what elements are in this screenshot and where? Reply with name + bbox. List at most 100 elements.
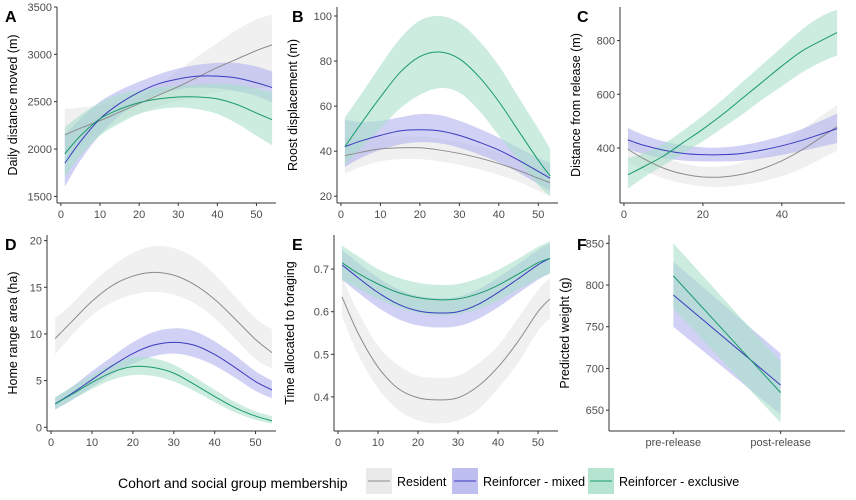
y-tick-label: 400 (597, 143, 615, 155)
y-axis-title: Roost displacement (m) (286, 39, 300, 171)
x-tick-label: 50 (250, 209, 262, 221)
y-tick-label: 800 (597, 36, 615, 48)
confidence-band-resident (627, 105, 838, 187)
x-tick-label: 10 (374, 209, 386, 221)
x-tick-label: 0 (621, 209, 627, 221)
panel-c: C 400 600 800 0 20 40 Distance from release (m) (569, 7, 845, 221)
confidence-band-exclusive (627, 9, 838, 189)
y-axis-title: Time allocated to foraging (283, 261, 297, 404)
x-tick-label: 20 (412, 437, 424, 449)
y-axis-title: Home range area (ha) (6, 272, 20, 395)
y-tick-label: 600 (597, 89, 615, 101)
series-group (344, 15, 551, 197)
series-line-exclusive (672, 275, 782, 393)
y-tick-label: 650 (586, 405, 604, 417)
x-tick-label: pre-release (646, 437, 702, 449)
series-line-resident (344, 147, 551, 184)
x-tick-label: 0 (48, 437, 54, 449)
y-tick-label: 10 (30, 329, 42, 341)
x-tick-label: 30 (452, 437, 464, 449)
y-tick-label: 2500 (28, 97, 52, 109)
series-line-mixed (344, 129, 551, 179)
panel-letter: E (292, 237, 303, 254)
series-group (64, 14, 273, 187)
y-axis-title: Predicted weight (g) (558, 277, 572, 388)
panel-d: D 0 5 10 15 20 0 10 20 30 40 50 Home range area (ha) (5, 235, 276, 449)
y-tick-label: 5 (36, 376, 42, 388)
y-tick-label: 80 (320, 56, 332, 68)
panel-f: F 650 700 750 800 850 pre-release post-release P… (558, 235, 845, 449)
legend-item-label: Resident (397, 475, 447, 489)
y-axis-title: Daily distance moved (m) (6, 34, 20, 175)
confidence-band-exclusive (342, 241, 550, 316)
series-line-mixed (627, 128, 838, 156)
legend-item-resident: Resident (366, 468, 447, 494)
confidence-band-mixed (342, 243, 550, 328)
series-line-exclusive (341, 257, 551, 301)
legend-item-mixed: Reinforcer - mixed (452, 468, 585, 494)
x-tick-label: 30 (168, 437, 180, 449)
x-tick-label: 50 (532, 437, 544, 449)
series-line-exclusive (64, 96, 273, 155)
x-tick-label: 10 (94, 209, 106, 221)
y-tick-label: 60 (320, 101, 332, 113)
series-line-exclusive (344, 51, 551, 177)
y-tick-label: 0.5 (314, 349, 329, 361)
x-tick-label: 40 (492, 437, 504, 449)
x-tick-label: 0 (335, 437, 341, 449)
x-tick-label: 0 (338, 209, 344, 221)
legend-item-exclusive: Reinforcer - exclusive (588, 468, 739, 494)
panel-b: B 20 40 60 80 100 0 10 20 30 40 50 Roost displacemen… (286, 7, 558, 221)
x-tick-label: 10 (86, 437, 98, 449)
panel-letter: B (292, 9, 304, 26)
x-tick-label: 20 (133, 209, 145, 221)
y-tick-label: 40 (320, 146, 332, 158)
y-tick-label: 700 (586, 363, 604, 375)
confidence-band-exclusive (64, 83, 273, 178)
confidence-band-exclusive (673, 243, 781, 423)
x-tick-label: 20 (414, 209, 426, 221)
x-tick-label: 40 (211, 209, 223, 221)
confidence-band-exclusive (344, 15, 551, 197)
panel-a: A 1500 2000 2500 3000 3500 0 10 20 30 40 50 Daily di… (5, 2, 276, 221)
y-tick-label: 20 (320, 191, 332, 203)
legend-item-label: Reinforcer - mixed (483, 475, 585, 489)
y-tick-label: 800 (586, 280, 604, 292)
series-line-resident (64, 44, 273, 136)
y-tick-label: 15 (30, 282, 42, 294)
x-tick-label: 40 (776, 209, 788, 221)
y-tick-label: 0.4 (314, 392, 329, 404)
panel-letter: F (577, 237, 587, 254)
x-tick-label: 50 (249, 437, 261, 449)
y-tick-label: 0.6 (314, 307, 329, 319)
legend-item-label: Reinforcer - exclusive (619, 475, 739, 489)
confidence-band-resident (344, 136, 551, 197)
y-tick-label: 0 (36, 422, 42, 434)
confidence-band-resident (55, 245, 272, 369)
y-tick-label: 850 (586, 238, 604, 250)
panel-letter: D (5, 237, 17, 254)
series-line-mixed (673, 294, 781, 386)
x-tick-label: 20 (697, 209, 709, 221)
series-group (341, 241, 551, 424)
series-group (672, 243, 782, 423)
series-group (627, 9, 838, 189)
x-tick-label: 50 (532, 209, 544, 221)
x-tick-label: 10 (372, 437, 384, 449)
series-line-exclusive (54, 365, 273, 422)
x-tick-label: 0 (58, 209, 64, 221)
confidence-band-mixed (344, 113, 551, 191)
x-tick-label: 30 (453, 209, 465, 221)
series-line-resident (341, 296, 551, 401)
panel-e: E 0.4 0.5 0.6 0.7 0 10 20 30 40 50 Time allocated t… (283, 235, 558, 449)
x-tick-label: 40 (209, 437, 221, 449)
x-tick-label: post-release (750, 437, 811, 449)
x-tick-label: 20 (127, 437, 139, 449)
y-tick-label: 3000 (28, 49, 52, 61)
series-line-exclusive (627, 32, 838, 176)
y-axis-title: Distance from release (m) (569, 33, 583, 177)
confidence-band-mixed (55, 328, 272, 410)
y-tick-label: 2000 (28, 144, 52, 156)
